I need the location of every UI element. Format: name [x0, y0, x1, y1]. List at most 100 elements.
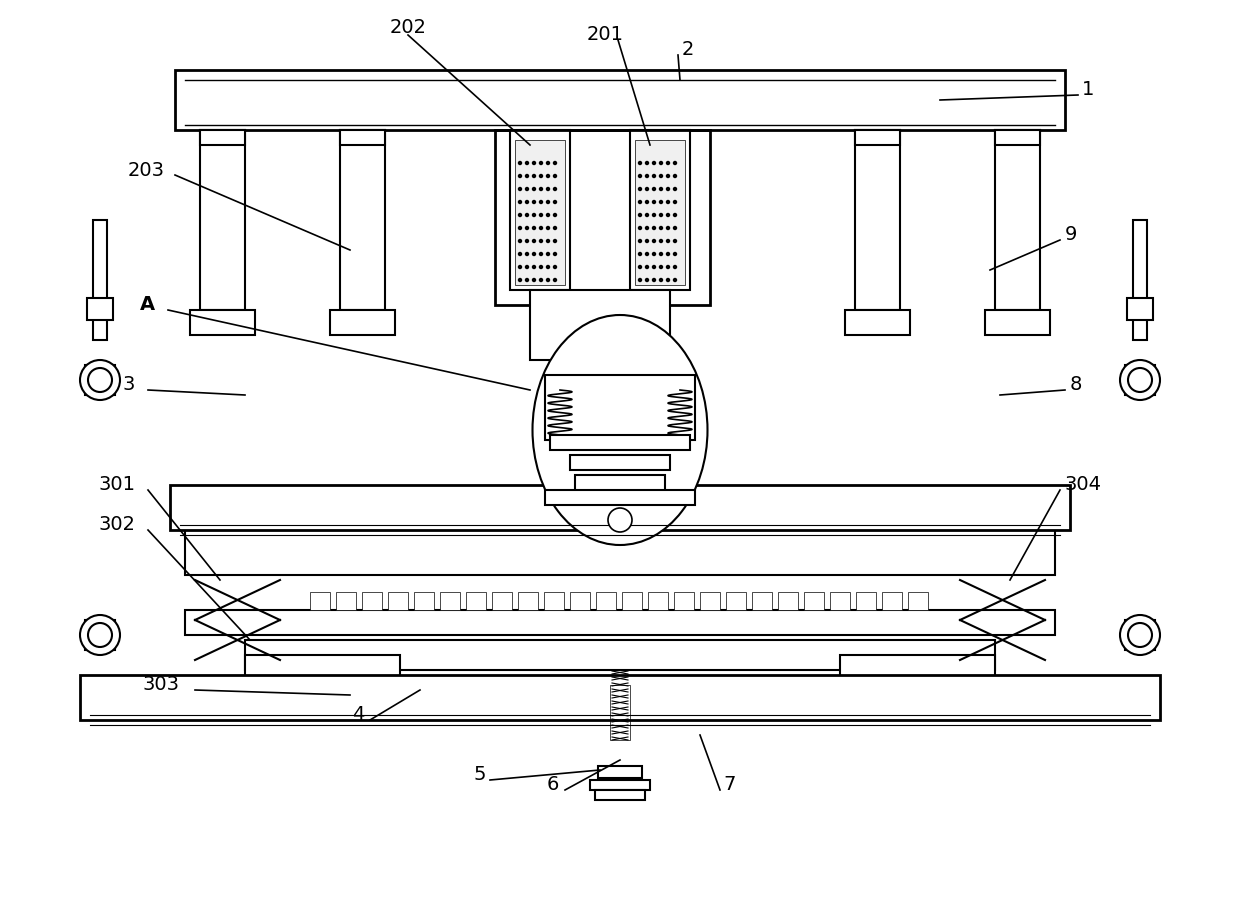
Circle shape — [539, 240, 543, 243]
Circle shape — [667, 240, 670, 243]
Circle shape — [652, 252, 656, 255]
Text: 6: 6 — [547, 776, 559, 795]
Circle shape — [646, 161, 649, 165]
Bar — [175, 70, 1065, 130]
Text: 203: 203 — [128, 160, 165, 179]
Circle shape — [652, 214, 656, 216]
Circle shape — [518, 265, 522, 269]
Circle shape — [646, 252, 649, 255]
Bar — [170, 485, 1070, 530]
Circle shape — [518, 201, 522, 204]
Text: 4: 4 — [352, 706, 365, 725]
Text: 7: 7 — [724, 776, 737, 795]
Circle shape — [639, 265, 641, 269]
Circle shape — [1120, 360, 1159, 400]
Circle shape — [539, 187, 543, 190]
Text: 301: 301 — [98, 475, 135, 494]
Bar — [839, 655, 994, 700]
Circle shape — [660, 161, 662, 165]
Circle shape — [646, 265, 649, 269]
Circle shape — [667, 279, 670, 281]
Bar — [635, 140, 684, 285]
Circle shape — [526, 240, 528, 243]
Circle shape — [532, 226, 536, 230]
Circle shape — [532, 265, 536, 269]
Circle shape — [667, 214, 670, 216]
Circle shape — [673, 161, 677, 165]
Bar — [86, 365, 115, 395]
Text: 303: 303 — [143, 675, 180, 694]
Circle shape — [608, 508, 632, 532]
Bar — [330, 310, 396, 335]
Circle shape — [673, 214, 677, 216]
Text: 201: 201 — [587, 25, 624, 44]
Circle shape — [539, 175, 543, 177]
Circle shape — [547, 252, 549, 255]
Circle shape — [660, 175, 662, 177]
Circle shape — [660, 252, 662, 255]
Circle shape — [547, 265, 549, 269]
Text: 8: 8 — [1070, 376, 1083, 395]
Circle shape — [673, 265, 677, 269]
Text: 5: 5 — [474, 766, 486, 785]
Bar — [200, 130, 246, 310]
Bar — [388, 592, 408, 610]
Bar — [570, 592, 590, 610]
Bar — [856, 130, 900, 310]
Bar — [515, 140, 565, 285]
Circle shape — [547, 240, 549, 243]
Circle shape — [646, 279, 649, 281]
Circle shape — [526, 252, 528, 255]
Circle shape — [547, 161, 549, 165]
Circle shape — [553, 252, 557, 255]
Circle shape — [547, 201, 549, 204]
Ellipse shape — [532, 315, 708, 545]
Circle shape — [673, 226, 677, 230]
Circle shape — [639, 161, 641, 165]
Bar — [856, 130, 900, 145]
Bar — [466, 592, 486, 610]
Circle shape — [518, 240, 522, 243]
Circle shape — [88, 368, 112, 392]
Bar — [1133, 220, 1147, 340]
Bar — [908, 592, 928, 610]
Circle shape — [532, 201, 536, 204]
Circle shape — [539, 201, 543, 204]
Circle shape — [532, 240, 536, 243]
Circle shape — [673, 279, 677, 281]
Text: 3: 3 — [123, 376, 135, 395]
Circle shape — [652, 161, 656, 165]
Bar — [994, 130, 1040, 145]
Circle shape — [660, 240, 662, 243]
Circle shape — [660, 201, 662, 204]
Circle shape — [526, 175, 528, 177]
Circle shape — [518, 187, 522, 190]
Circle shape — [526, 187, 528, 190]
Bar — [246, 655, 401, 700]
Circle shape — [553, 201, 557, 204]
Circle shape — [646, 214, 649, 216]
Bar — [185, 610, 1055, 635]
Circle shape — [518, 175, 522, 177]
Bar — [440, 592, 460, 610]
Circle shape — [646, 240, 649, 243]
Bar — [336, 592, 356, 610]
Circle shape — [526, 265, 528, 269]
Circle shape — [667, 175, 670, 177]
Circle shape — [81, 360, 120, 400]
Circle shape — [646, 187, 649, 190]
Circle shape — [639, 187, 641, 190]
Bar — [1127, 298, 1153, 320]
Circle shape — [532, 214, 536, 216]
Bar — [596, 592, 616, 610]
Bar — [630, 130, 689, 290]
Bar — [518, 592, 538, 610]
Bar — [1125, 365, 1154, 395]
Circle shape — [553, 161, 557, 165]
Circle shape — [518, 161, 522, 165]
Bar — [340, 130, 384, 145]
Circle shape — [1128, 623, 1152, 647]
Circle shape — [532, 175, 536, 177]
Circle shape — [526, 226, 528, 230]
Circle shape — [639, 214, 641, 216]
